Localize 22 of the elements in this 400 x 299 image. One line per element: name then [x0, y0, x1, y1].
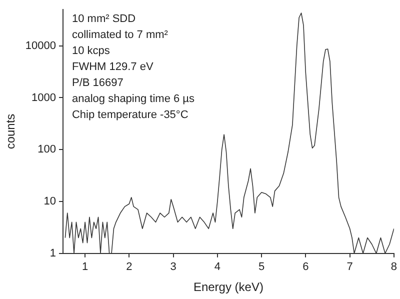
x-tick-label: 1 — [82, 261, 88, 274]
y-tick-label: 10 — [44, 196, 56, 208]
x-tick-label: 4 — [214, 261, 220, 274]
annotation: 10 kcps — [72, 45, 110, 58]
x-tick-label: 6 — [302, 261, 309, 274]
annotation: P/B 16697 — [72, 77, 124, 90]
annotation: Chip temperature -35°C — [72, 109, 188, 122]
y-tick-label: 1000 — [32, 92, 56, 104]
x-tick-label: 8 — [390, 261, 398, 274]
x-tick-label: 5 — [258, 261, 265, 274]
annotation: analog shaping time 6 µs — [72, 93, 196, 106]
x-tick-label: 7 — [346, 261, 353, 274]
x-tick-label: 2 — [126, 261, 132, 274]
annotation: FWHM 129.7 eV — [72, 61, 154, 74]
y-tick-label: 10000 — [25, 40, 56, 52]
annotation: 10 mm² SDD — [72, 13, 136, 26]
x-axis-title: Energy (keV) — [193, 280, 264, 294]
y-axis-title: counts — [4, 114, 18, 150]
x-tick-label: 3 — [170, 261, 176, 274]
y-tick-label: 1 — [50, 247, 56, 260]
y-tick-label: 100 — [38, 144, 56, 156]
annotation: collimated to 7 mm² — [72, 29, 168, 42]
